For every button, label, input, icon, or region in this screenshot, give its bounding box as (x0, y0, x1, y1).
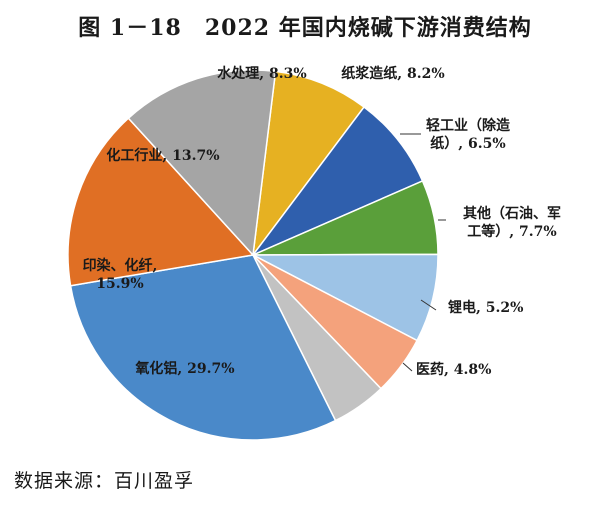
slice-label-line: 印染、化纤, (83, 257, 158, 274)
slice-label-line: 纸）, 6.5% (430, 135, 505, 152)
slice-label: 医药, 4.8% (416, 361, 491, 378)
slice-label: 纸浆造纸, 8.2% (341, 65, 444, 82)
slice-label-line: 化工行业, 13.7% (106, 147, 219, 164)
pie-slice (127, 69, 277, 257)
slice-label-line: 纸浆造纸, 8.2% (341, 65, 444, 82)
callout-line (420, 299, 437, 311)
pie-slices (67, 69, 439, 441)
pie-slice (250, 105, 424, 257)
callout-line (402, 362, 413, 372)
slice-label: 氧化铝, 29.7% (134, 360, 234, 377)
slice-label: 其他（石油、军工等）, 7.7% (463, 205, 561, 240)
slice-label-line: 水处理, 8.3% (217, 65, 306, 82)
pie-slice (67, 117, 255, 287)
slice-label-line: 其他（石油、军 (463, 205, 561, 222)
slice-label: 水处理, 8.3% (217, 65, 306, 82)
slice-label-line: 医药, 4.8% (416, 361, 491, 378)
slice-label-line: 氧化铝, 29.7% (134, 360, 234, 377)
callout-lines (400, 133, 446, 372)
slice-label-line: 轻工业（除造 (426, 117, 510, 134)
slice-label: 锂电, 5.2% (448, 299, 523, 316)
slice-label: 轻工业（除造纸）, 6.5% (426, 117, 510, 152)
slice-label-line: 工等）, 7.7% (467, 223, 556, 240)
chart-title: 图 1－18 2022 年国内烧碱下游消费结构 (78, 15, 532, 41)
source-note: 数据来源：百川盈孚 (14, 470, 195, 492)
slice-labels: 水处理, 8.3% 纸浆造纸, 8.2% 轻工业（除造纸）, 6.5% 其他（石油、军… (83, 65, 561, 378)
slice-label-line: 15.9% (96, 276, 143, 292)
slice-label-line: 锂电, 5.2% (448, 299, 523, 316)
pie-slice (69, 254, 337, 441)
slice-label: 化工行业, 13.7% (106, 147, 219, 164)
pie-slice (251, 70, 366, 258)
slice-label: 印染、化纤, 15.9% (83, 257, 158, 292)
